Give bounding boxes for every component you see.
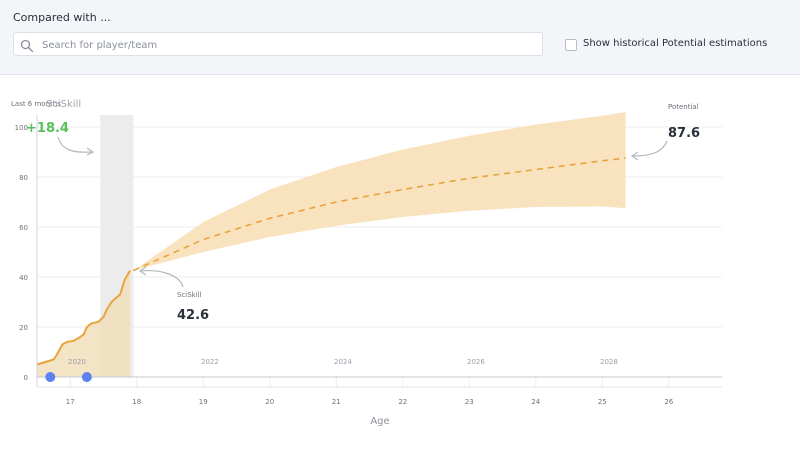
arrowhead-icon	[630, 151, 639, 161]
search-icon	[20, 38, 34, 53]
arrowhead-icon	[86, 147, 95, 156]
y-tick-label: 100	[15, 124, 28, 132]
potential-arrow	[632, 140, 668, 157]
projection-confidence-band	[133, 112, 626, 271]
potential-label: Potential	[668, 103, 699, 111]
year-tick-label: 2024	[334, 358, 352, 366]
tick-labels: 0 20 40 60 80 100 17 18 19 20 21 22 23 24 25 26 2020 2022…	[15, 124, 674, 406]
potential-chart: 0 20 40 60 80 100 17 18 19 20 21 22 23 24 25 26 2020 2022…	[11, 99, 722, 427]
x-tick-label: 21	[332, 398, 341, 406]
last-6-months-label: Last 6 months	[11, 100, 61, 108]
potential-value: 87.6	[668, 126, 700, 141]
y-tick-label: 40	[19, 274, 28, 282]
search-input[interactable]	[40, 36, 534, 54]
event-marker[interactable]	[45, 372, 56, 382]
y-tick-label: 60	[19, 224, 28, 232]
event-marker[interactable]	[81, 372, 92, 382]
current-sciskill-label: SciSkill	[177, 291, 202, 299]
historical-potential-checkbox[interactable]	[565, 39, 577, 51]
x-tick-label: 26	[664, 398, 673, 406]
projection-line	[133, 157, 626, 272]
recent-change-arrow	[57, 136, 93, 153]
search-box[interactable]	[13, 32, 543, 56]
sciskill-header: SciSkill	[46, 99, 81, 110]
x-tick-label: 24	[531, 398, 540, 406]
history-line	[36, 269, 131, 366]
recent-change-value: +18.4	[26, 121, 69, 136]
current-sciskill-value: 42.6	[177, 308, 209, 323]
x-tick-label: 22	[398, 398, 407, 406]
x-tick-label: 23	[465, 398, 474, 406]
x-axis-title: Age	[370, 416, 389, 427]
event-markers[interactable]	[45, 372, 92, 382]
y-tick-label: 0	[24, 374, 28, 382]
historical-potential-label: Show historical Potential estimations	[583, 38, 768, 49]
year-tick-label: 2020	[68, 358, 86, 366]
x-tick-label: 17	[66, 398, 75, 406]
x-tick-label: 20	[265, 398, 274, 406]
annotations: Last 6 months SciSkill +18.4 SciSkill 42…	[11, 99, 700, 427]
year-tick-label: 2028	[600, 358, 618, 366]
x-tick-label: 19	[199, 398, 208, 406]
x-tick-label: 25	[598, 398, 607, 406]
y-tick-label: 80	[19, 174, 28, 182]
y-tick-label: 20	[19, 324, 28, 332]
current-sciskill-arrow	[140, 270, 184, 288]
compare-label: Compared with ...	[13, 11, 111, 24]
x-tick-label: 18	[132, 398, 141, 406]
year-tick-label: 2026	[467, 358, 485, 366]
year-tick-label: 2022	[201, 358, 219, 366]
comparison-panel: Compared with ... Show historical Potent…	[0, 0, 800, 75]
axes	[36, 115, 722, 388]
arrowhead-icon	[138, 266, 147, 276]
